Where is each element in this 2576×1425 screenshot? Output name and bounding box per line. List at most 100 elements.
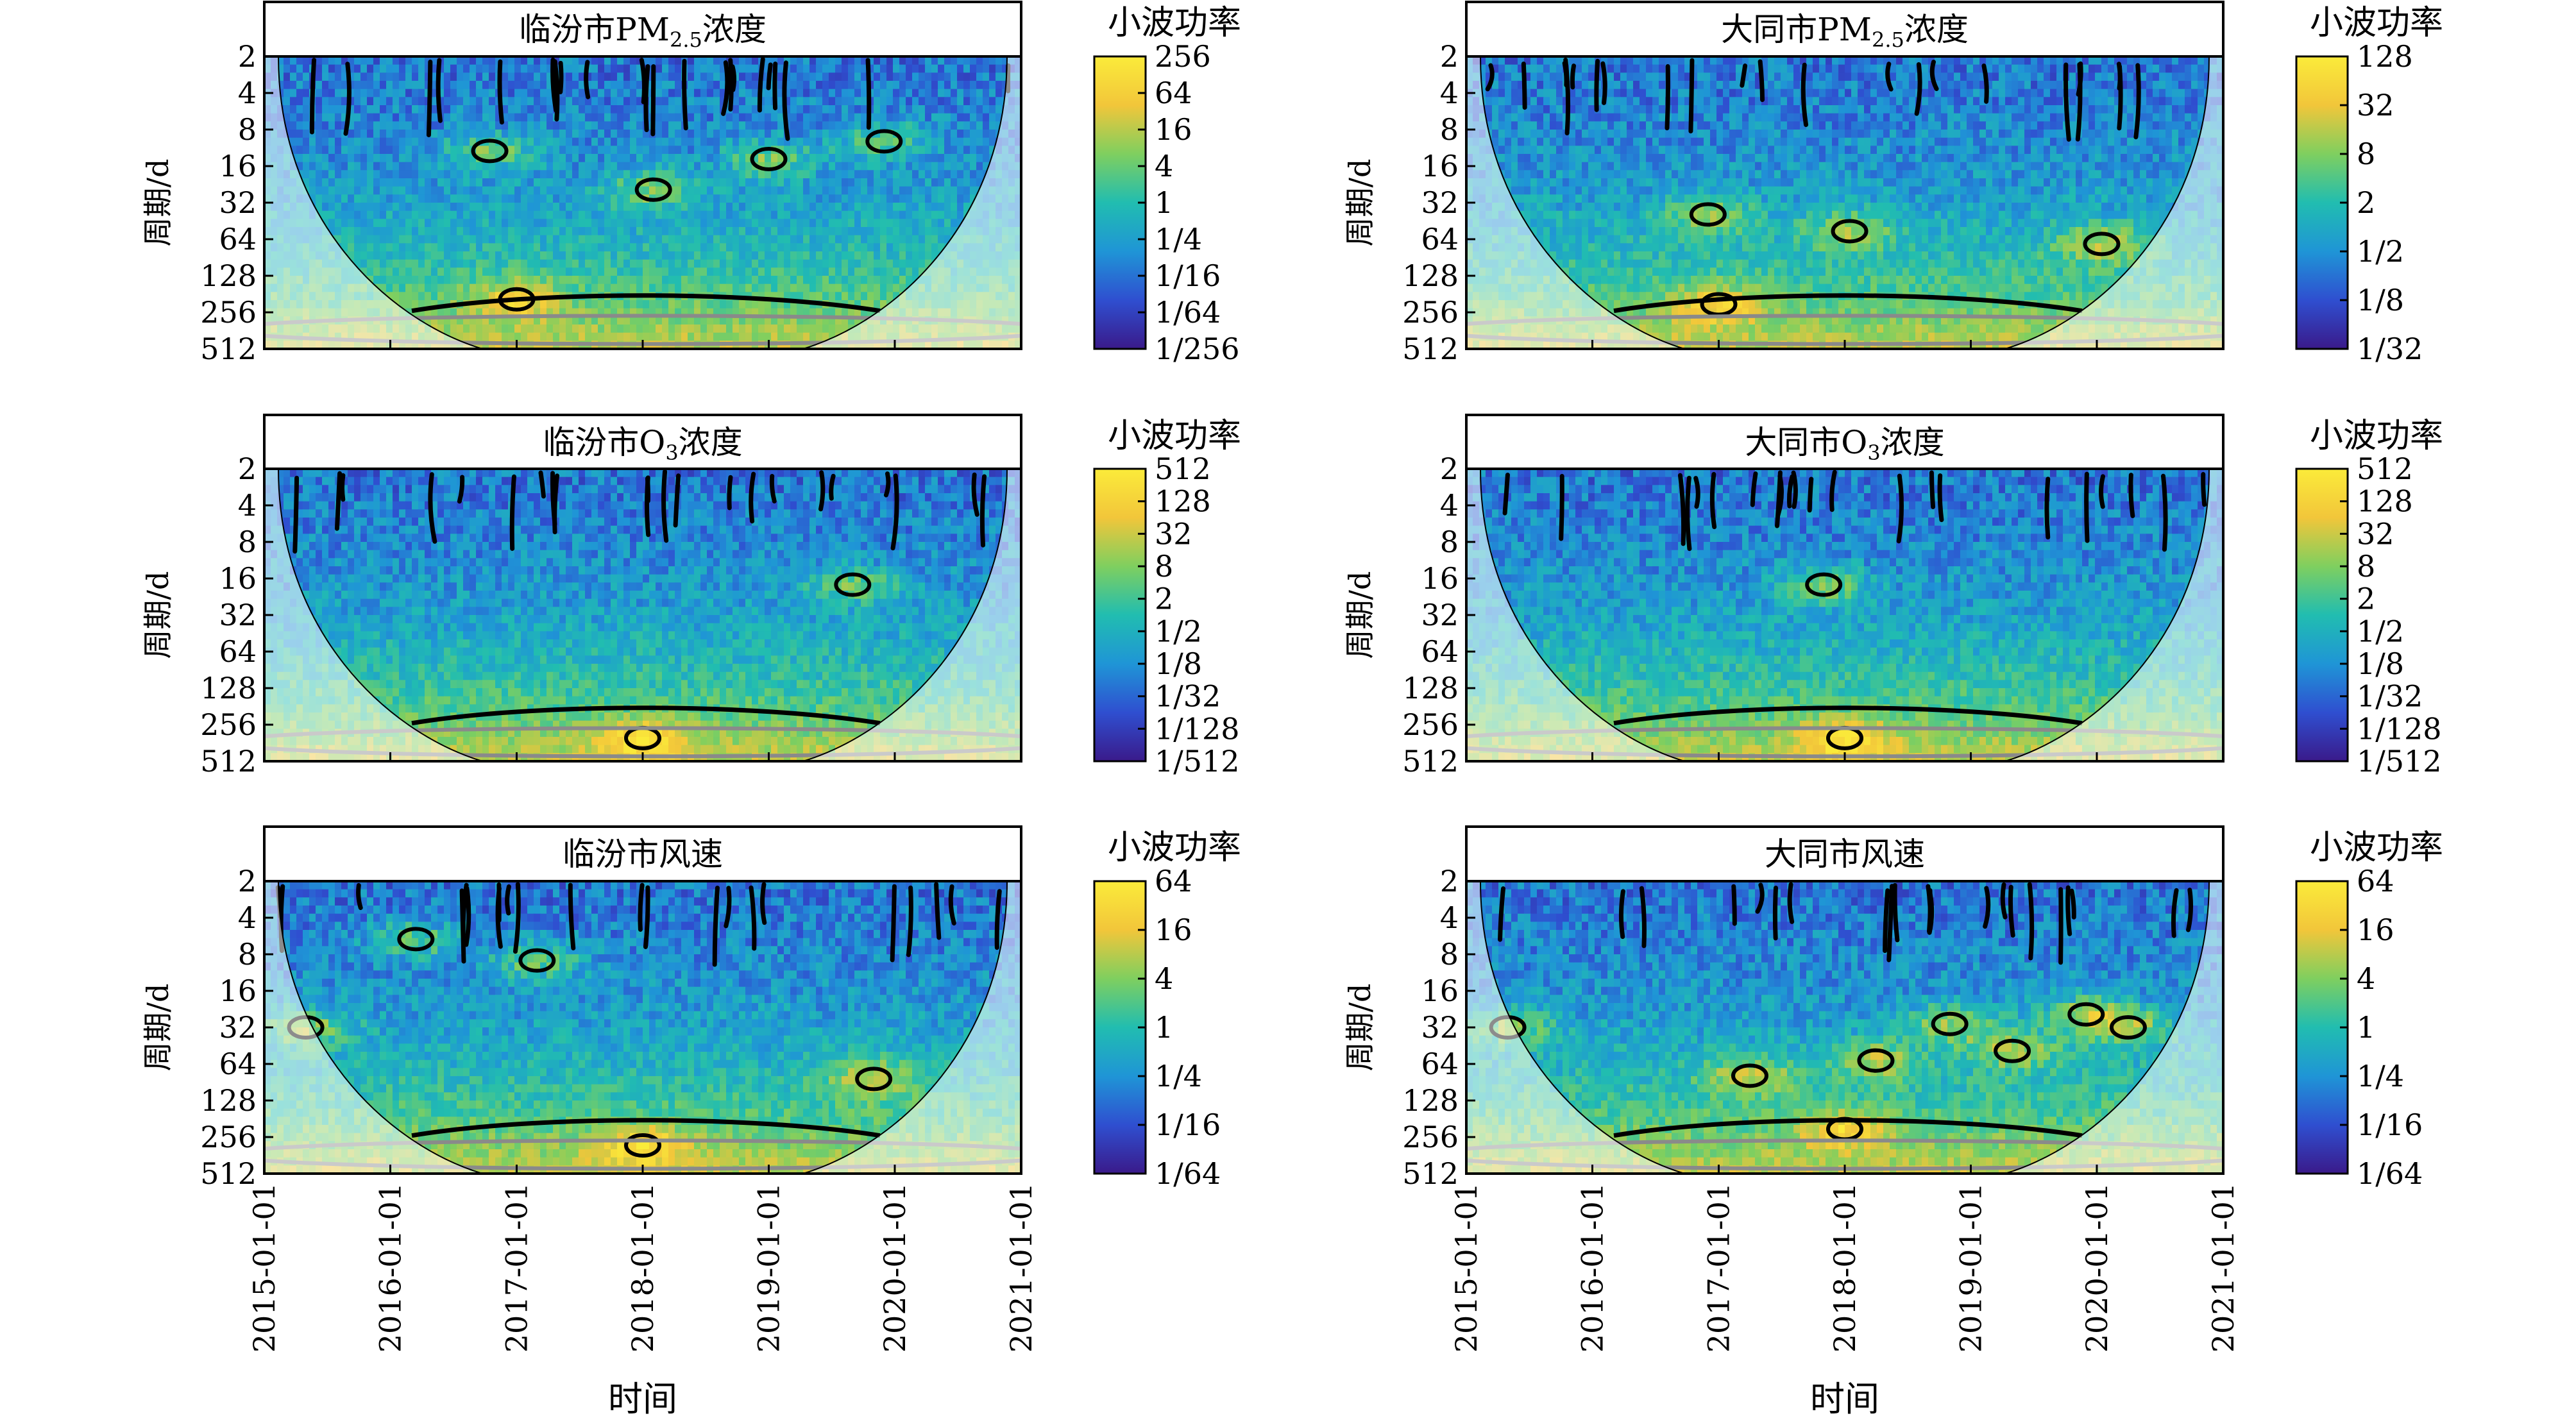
significance-contour — [712, 885, 720, 967]
significance-contour — [1594, 58, 1600, 112]
significance-contour — [643, 64, 650, 133]
significance-contour — [411, 1118, 881, 1138]
significance-contour — [1570, 63, 1576, 90]
colorbar-tick-label: 1/128 — [1155, 711, 1240, 746]
significance-contour — [2058, 887, 2063, 965]
significance-contour — [2063, 62, 2071, 142]
significance-contour — [1521, 62, 1527, 110]
significance-contour — [411, 293, 881, 314]
significance-contour — [890, 884, 897, 963]
x-tick-label: 2021-01-01 — [2206, 1183, 2241, 1353]
significance-contour — [829, 473, 836, 501]
significance-contour — [397, 927, 435, 952]
significance-contour — [1613, 705, 2083, 726]
colorbar-tick-label: 1/32 — [2357, 332, 2423, 366]
significance-contour — [865, 58, 872, 130]
colorbar-tick-label: 64 — [1155, 76, 1192, 110]
significance-contour — [1807, 476, 1814, 513]
y-tick-label: 4 — [238, 488, 257, 523]
significance-contour — [1689, 202, 1727, 227]
significance-contour — [309, 58, 317, 135]
significance-contour — [624, 1133, 661, 1158]
wavelet-power-heatmap — [1466, 56, 2223, 349]
colorbar-tick-label: 64 — [1155, 864, 1192, 898]
colorbar-tick-label: 4 — [1155, 961, 1173, 996]
significance-contour — [2128, 473, 2135, 518]
significance-contour — [436, 58, 443, 123]
cone-of-influence-line — [1480, 56, 2210, 349]
y-axis-label: 周期/d — [1343, 571, 1377, 659]
significance-contour — [2117, 63, 2123, 131]
significance-contour — [497, 59, 504, 125]
significance-contour — [2027, 882, 2035, 961]
cone-of-influence-shade — [1466, 469, 2223, 761]
y-tick-label: 4 — [1440, 488, 1459, 523]
significance-contour — [1688, 58, 1695, 134]
panel-title-box — [263, 414, 1022, 471]
significance-contour — [1926, 884, 1933, 931]
significance-contour — [1983, 886, 1991, 929]
x-tick-label: 2019-01-01 — [751, 1183, 786, 1353]
y-tick-label: 256 — [200, 707, 257, 742]
significance-contour — [855, 1067, 893, 1092]
significance-contour — [2008, 884, 2015, 938]
y-tick-label: 512 — [1402, 744, 1459, 779]
colorbar-tick-label: 256 — [1155, 39, 1211, 74]
x-tick-label: 2018-01-01 — [1827, 1183, 1862, 1353]
colorbar-tick-label: 2 — [2357, 582, 2375, 616]
cone-of-influence-line — [1480, 881, 2210, 1174]
colorbar-tick-label: 1/512 — [1155, 744, 1240, 779]
significance-contour — [1929, 470, 1936, 509]
significance-contour — [934, 882, 942, 940]
significance-contour — [769, 474, 777, 504]
y-tick-label: 16 — [219, 149, 257, 183]
panel-1: 临汾市PM2.5浓度248163264128256512周期/d小波功率2566… — [140, 1, 1241, 366]
y-tick-label: 256 — [1402, 1120, 1459, 1154]
significance-contour — [538, 470, 546, 499]
significance-contour — [426, 59, 433, 137]
colorbar-title: 小波功率 — [1108, 417, 1241, 455]
significance-contour — [673, 473, 681, 528]
significance-contour — [661, 469, 669, 543]
colorbar-title: 小波功率 — [2310, 4, 2443, 42]
significance-contour — [865, 129, 903, 154]
y-tick-label: 256 — [200, 1120, 257, 1154]
panel-title: 大同市O3浓度 — [1745, 424, 1944, 465]
significance-contour — [727, 475, 733, 510]
significance-contour — [724, 886, 732, 929]
significance-contour — [411, 705, 881, 726]
significance-contour — [1801, 62, 1809, 128]
colorbar-title: 小波功率 — [2310, 829, 2443, 867]
significance-contour — [1775, 470, 1783, 528]
y-tick-label: 128 — [200, 671, 257, 705]
significance-contour — [1857, 1048, 1895, 1073]
x-tick-label: 2015-01-01 — [1449, 1183, 1484, 1353]
significance-contour — [1886, 884, 1895, 963]
significance-contour — [2099, 474, 2105, 509]
significance-contour — [639, 58, 647, 105]
y-tick-label: 16 — [1421, 149, 1459, 183]
significance-contour — [1883, 888, 1890, 953]
y-tick-label: 8 — [238, 525, 257, 559]
significance-contour — [568, 882, 576, 950]
colorbar-title: 小波功率 — [1108, 829, 1241, 867]
significance-contour — [2160, 473, 2168, 552]
y-tick-label: 2 — [1440, 864, 1459, 898]
x-tick-label: 2020-01-01 — [2080, 1183, 2114, 1353]
y-tick-label: 16 — [1421, 974, 1459, 1008]
colorbar-tick-label: 1/64 — [2357, 1156, 2423, 1191]
y-tick-label: 4 — [1440, 76, 1459, 110]
colorbar-tick-label: 2 — [1155, 582, 1173, 616]
significance-contour — [1892, 882, 1900, 943]
significance-contour — [457, 475, 465, 504]
panel-title-box — [1465, 1, 2224, 58]
y-tick-label: 512 — [200, 332, 257, 366]
cone-of-influence-shade — [1466, 881, 2223, 1174]
significance-contour — [1613, 1118, 2083, 1138]
significance-contour — [1758, 59, 1765, 103]
significance-contour — [471, 139, 509, 164]
significance-contour — [356, 882, 363, 910]
